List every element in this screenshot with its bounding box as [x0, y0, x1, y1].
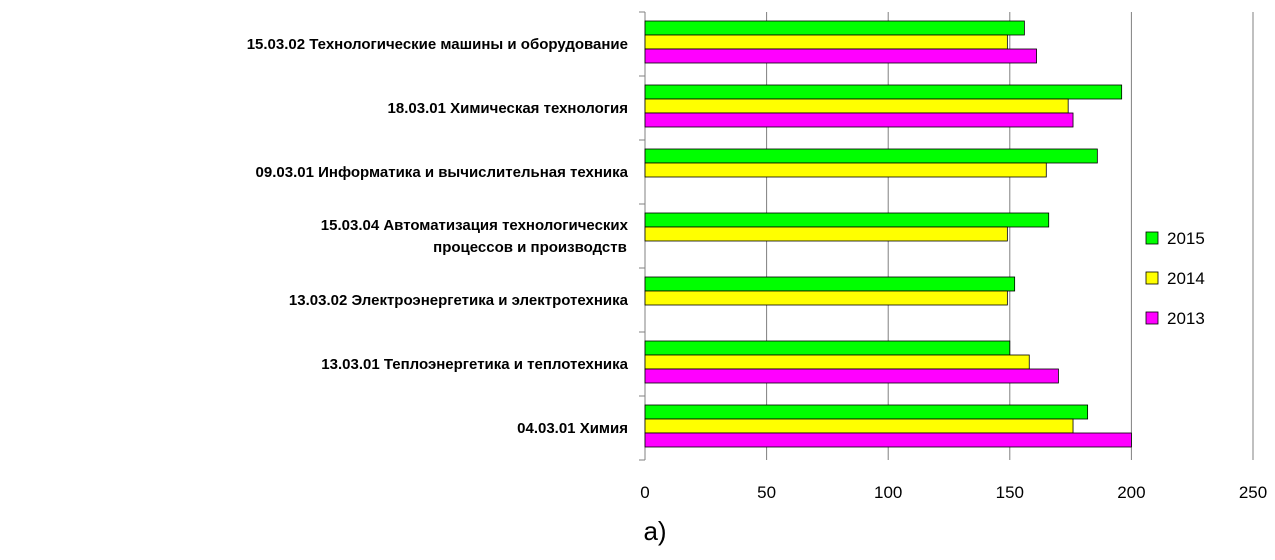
bar-2015-1 — [644, 84, 1123, 100]
category-label-4: 13.03.02 Электроэнергетика и электротехн… — [289, 292, 629, 309]
legend-swatch-2014 — [1145, 271, 1159, 285]
bars-layer — [644, 20, 1132, 448]
bar-2015-5 — [644, 340, 1011, 356]
bar-2013-0 — [644, 48, 1037, 64]
figure-caption: а) — [643, 516, 666, 546]
bar-2014-2 — [644, 162, 1047, 178]
bar-2014-6 — [644, 418, 1074, 434]
x-tick-label-100: 100 — [874, 483, 902, 502]
bar-2014-4 — [644, 290, 1008, 306]
bar-2013-1 — [644, 112, 1074, 128]
x-tick-label-50: 50 — [757, 483, 776, 502]
category-labels: 15.03.02 Технологические машины и оборуд… — [247, 36, 629, 437]
bar-2015-6 — [644, 404, 1089, 420]
bar-2014-0 — [644, 34, 1008, 50]
x-tick-label-0: 0 — [640, 483, 649, 502]
category-label-5: 13.03.01 Теплоэнергетика и теплотехника — [321, 356, 628, 373]
category-label-1: 18.03.01 Химическая технология — [388, 100, 628, 117]
legend: 2015 2014 2013 — [1145, 229, 1205, 328]
legend-label-2013: 2013 — [1167, 309, 1205, 328]
x-tick-label-250: 250 — [1239, 483, 1267, 502]
bar-2015-3 — [644, 212, 1050, 228]
legend-swatch-2013 — [1145, 311, 1159, 325]
x-tick-labels: 0 50 100 150 200 250 — [640, 483, 1267, 502]
bar-2014-5 — [644, 354, 1030, 370]
bar-2015-0 — [644, 20, 1025, 36]
bar-2013-6 — [644, 432, 1132, 448]
x-tick-label-150: 150 — [996, 483, 1024, 502]
bar-2014-1 — [644, 98, 1069, 114]
x-tick-label-200: 200 — [1117, 483, 1145, 502]
legend-label-2015: 2015 — [1167, 229, 1205, 248]
category-label-0: 15.03.02 Технологические машины и оборуд… — [247, 36, 628, 53]
bar-2015-2 — [644, 148, 1098, 164]
category-label-6: 04.03.01 Химия — [517, 420, 628, 437]
legend-label-2014: 2014 — [1167, 269, 1205, 288]
bar-2014-3 — [644, 226, 1008, 242]
axis-layer — [639, 11, 646, 461]
category-label-2: 09.03.01 Информатика и вычислительная те… — [256, 164, 629, 181]
bar-2013-5 — [644, 368, 1059, 384]
category-label-3: 15.03.04 Автоматизация технологических пр… — [321, 217, 629, 256]
bar-2015-4 — [644, 276, 1016, 292]
legend-swatch-2015 — [1145, 231, 1159, 245]
